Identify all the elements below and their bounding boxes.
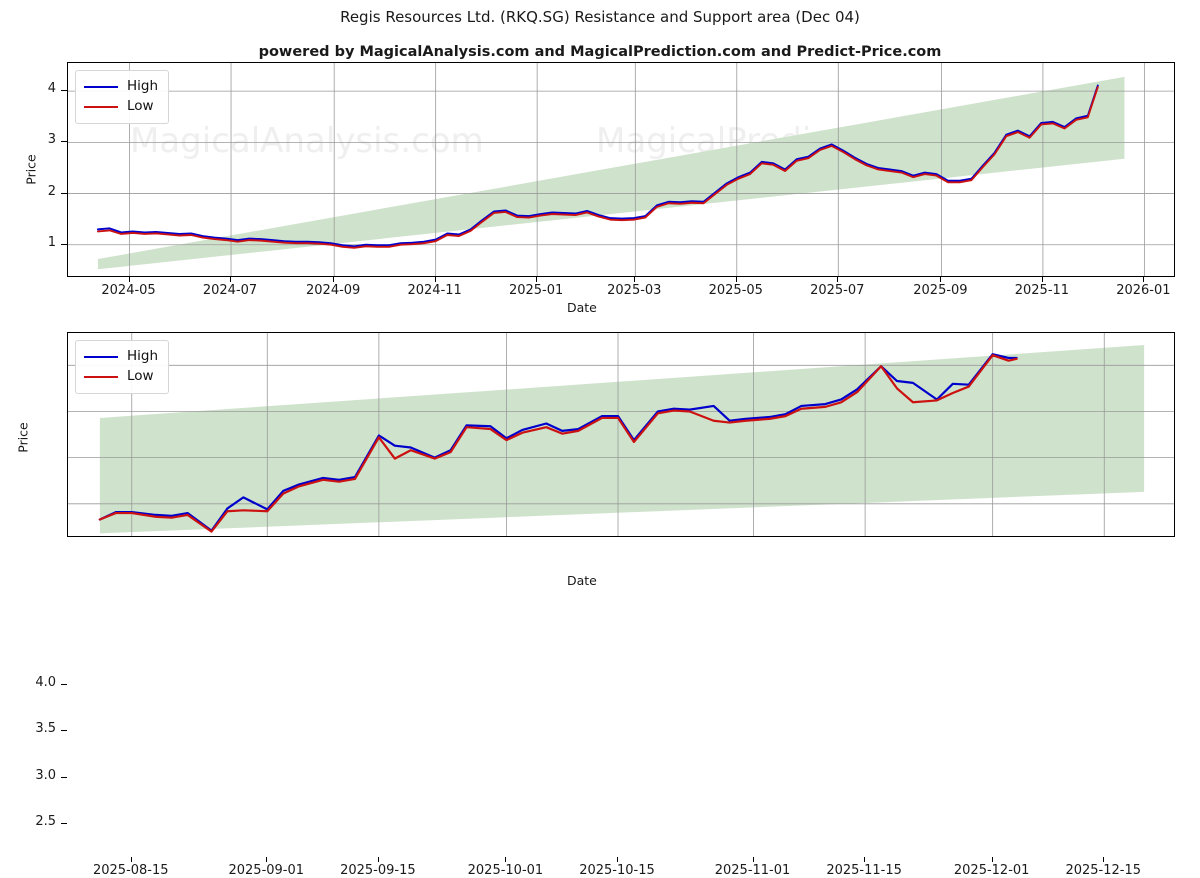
xtick-mark	[1041, 277, 1043, 282]
xtick-mark	[1143, 277, 1145, 282]
legend-row-high-bottom: High	[84, 347, 158, 367]
xtick-mark	[991, 857, 993, 862]
xtick-label: 2024-11	[407, 283, 462, 298]
xtick-mark	[837, 277, 839, 282]
bottom-chart-canvas	[68, 333, 1174, 536]
series-line-low	[97, 86, 1099, 249]
ytick-label: 2.5	[35, 813, 56, 829]
bottom-chart-ylabel: Price	[15, 422, 31, 453]
ytick-mark	[61, 776, 67, 778]
xtick-mark	[333, 277, 335, 282]
ytick-label: 3	[47, 132, 56, 148]
bottom-chart-legend: High Low	[75, 340, 170, 394]
legend-swatch-high	[84, 86, 118, 88]
xtick-mark	[1103, 857, 1105, 862]
xtick-mark	[864, 857, 866, 862]
xtick-mark	[634, 277, 636, 282]
xtick-label: 2025-11	[1014, 283, 1070, 298]
xtick-label: 2025-11-15	[826, 863, 902, 878]
xtick-label: 2025-08-15	[92, 863, 169, 878]
xtick-label: 2024-07	[202, 283, 258, 298]
ytick-mark	[61, 192, 67, 194]
xtick-mark	[434, 277, 436, 282]
ytick-label: 3.0	[35, 767, 56, 783]
xtick-mark	[735, 277, 737, 282]
legend-row-low-bottom: Low	[84, 367, 158, 387]
xtick-label: 2025-10-15	[579, 863, 655, 878]
xtick-mark	[266, 857, 268, 862]
page-title: Regis Resources Ltd. (RKQ.SG) Resistance…	[340, 8, 860, 26]
top-chart-xlabel: Date	[567, 300, 597, 315]
ytick-mark	[61, 684, 67, 686]
top-chart-panel: Price Date MagicalAnalysis.com MagicalPr…	[0, 0, 1200, 320]
legend-row-high: High	[84, 77, 158, 97]
legend-row-low: Low	[84, 97, 158, 117]
series-line-low	[98, 354, 1018, 533]
legend-swatch-low	[84, 106, 118, 108]
xtick-label: 2025-09-01	[228, 863, 305, 878]
xtick-mark	[505, 857, 507, 862]
xtick-mark	[617, 857, 618, 862]
legend-swatch-high	[84, 356, 118, 358]
top-chart-plot-area: MagicalAnalysis.com MagicalPrediction.co…	[67, 62, 1175, 277]
xtick-label: 2026-01	[1116, 283, 1171, 298]
xtick-mark	[128, 277, 130, 282]
xtick-label: 2025-10-01	[467, 863, 544, 878]
ytick-mark	[61, 730, 67, 732]
xtick-label: 2025-12-01	[953, 863, 1030, 878]
xtick-mark	[230, 277, 232, 282]
page-subtitle: powered by MagicalAnalysis.com and Magic…	[258, 44, 942, 60]
bottom-chart-panel: Price Date MagicalAnalysis.com MagicalPr…	[0, 320, 1200, 878]
legend-label-low: Low	[127, 98, 154, 115]
ytick-mark	[61, 243, 67, 245]
top-chart-legend: High Low	[75, 70, 170, 124]
legend-label-low: Low	[127, 368, 154, 385]
xtick-label: 2025-09-15	[340, 863, 416, 878]
xtick-label: 2025-07	[810, 283, 865, 298]
series-line-high	[97, 84, 1099, 248]
xtick-label: 2024-09	[306, 283, 361, 298]
legend-swatch-low	[84, 376, 118, 378]
xtick-label: 2025-12-15	[1065, 863, 1142, 878]
xtick-mark	[377, 857, 379, 862]
ytick-mark	[61, 822, 67, 824]
ytick-label: 4	[47, 81, 56, 97]
xtick-label: 2025-03	[607, 283, 662, 298]
ytick-label: 3.5	[35, 721, 56, 737]
xtick-mark	[130, 857, 132, 862]
xtick-label: 2025-11-01	[714, 863, 791, 878]
xtick-label: 2025-09	[913, 283, 968, 298]
xtick-mark	[752, 857, 754, 862]
xtick-label: 2024-05	[101, 283, 156, 298]
top-chart-canvas	[68, 63, 1174, 276]
legend-label-high: High	[127, 348, 159, 365]
support-resistance-band	[97, 76, 1125, 270]
xtick-mark	[536, 277, 538, 282]
ytick-label: 4.0	[35, 675, 56, 691]
xtick-label: 2025-01	[508, 283, 564, 298]
bottom-chart-xlabel: Date	[567, 573, 597, 588]
xtick-mark	[940, 277, 942, 282]
legend-label-high: High	[127, 78, 159, 95]
ytick-mark	[61, 141, 67, 143]
support-resistance-band	[99, 345, 1145, 534]
bottom-chart-plot-area: MagicalAnalysis.com MagicalPrediction.co…	[67, 332, 1175, 537]
ytick-label: 1	[47, 234, 56, 250]
ytick-mark	[61, 90, 67, 92]
ytick-label: 2	[47, 183, 56, 199]
xtick-label: 2025-05	[708, 283, 763, 298]
